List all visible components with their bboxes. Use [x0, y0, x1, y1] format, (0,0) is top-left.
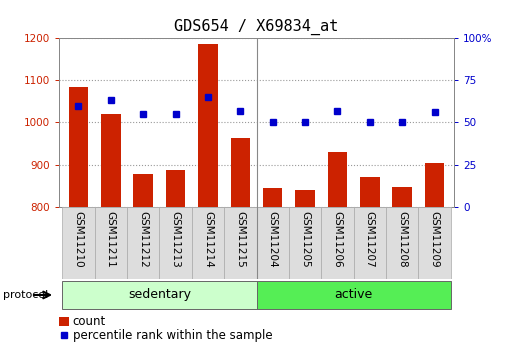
Text: sedentary: sedentary	[128, 288, 191, 301]
FancyBboxPatch shape	[62, 207, 94, 279]
FancyBboxPatch shape	[94, 207, 127, 279]
Text: count: count	[73, 315, 106, 328]
Bar	[166, 170, 185, 207]
Text: protocol: protocol	[3, 290, 48, 300]
Text: GSM11204: GSM11204	[268, 210, 278, 267]
Text: GSM11212: GSM11212	[138, 210, 148, 267]
Bar	[231, 138, 250, 207]
Bar	[392, 187, 412, 207]
FancyBboxPatch shape	[256, 281, 451, 309]
Text: GSM11205: GSM11205	[300, 210, 310, 267]
FancyBboxPatch shape	[321, 207, 353, 279]
Bar	[198, 44, 218, 207]
Text: GSM11211: GSM11211	[106, 210, 116, 267]
FancyBboxPatch shape	[353, 207, 386, 279]
Text: GSM11214: GSM11214	[203, 210, 213, 267]
Text: GSM11209: GSM11209	[429, 210, 440, 267]
Bar	[101, 114, 121, 207]
FancyBboxPatch shape	[289, 207, 321, 279]
Text: percentile rank within the sample: percentile rank within the sample	[73, 329, 272, 342]
Bar	[133, 174, 153, 207]
Bar	[360, 177, 380, 207]
Bar	[59, 317, 69, 326]
FancyBboxPatch shape	[256, 207, 289, 279]
Bar	[425, 162, 444, 207]
FancyBboxPatch shape	[386, 207, 419, 279]
FancyBboxPatch shape	[224, 207, 256, 279]
Text: GSM11210: GSM11210	[73, 210, 84, 267]
Text: active: active	[334, 288, 373, 301]
FancyBboxPatch shape	[192, 207, 224, 279]
Bar	[263, 188, 282, 207]
FancyBboxPatch shape	[419, 207, 451, 279]
FancyBboxPatch shape	[127, 207, 160, 279]
Text: GSM11207: GSM11207	[365, 210, 375, 267]
FancyBboxPatch shape	[160, 207, 192, 279]
Bar	[69, 87, 88, 207]
Bar	[328, 152, 347, 207]
Text: GSM11213: GSM11213	[170, 210, 181, 267]
FancyBboxPatch shape	[62, 281, 256, 309]
Text: GSM11208: GSM11208	[397, 210, 407, 267]
Text: GSM11215: GSM11215	[235, 210, 245, 267]
Text: GSM11206: GSM11206	[332, 210, 343, 267]
Title: GDS654 / X69834_at: GDS654 / X69834_at	[174, 19, 339, 35]
Bar	[295, 190, 315, 207]
